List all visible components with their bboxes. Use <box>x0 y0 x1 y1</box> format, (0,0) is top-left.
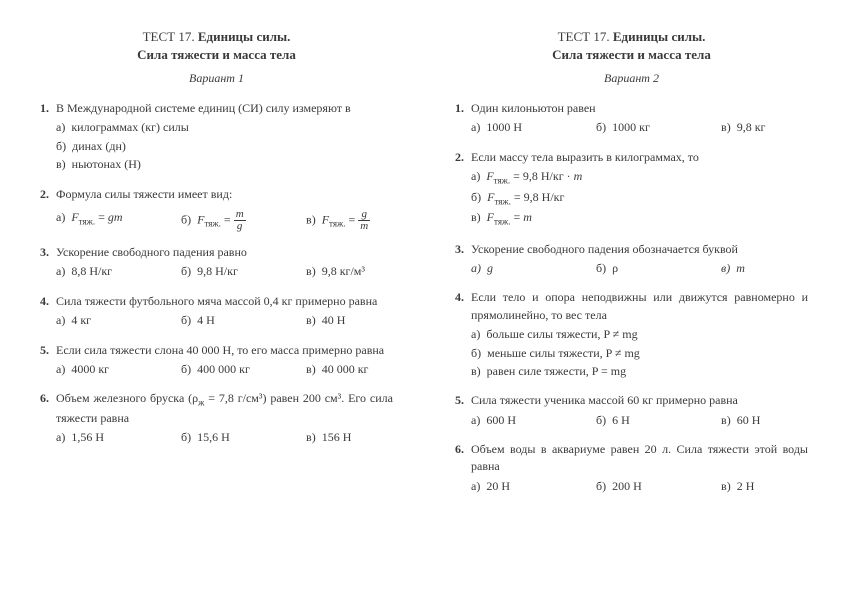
answers: а) 20 Н б) 200 Н в) 2 Н <box>455 478 808 495</box>
answers: а) килограммах (кг) силы б) динах (дн) в… <box>40 119 393 173</box>
question-5: 5.Если сила тяжести слона 40 000 Н, то е… <box>40 342 393 379</box>
answer-a: а) 4000 кг <box>56 361 181 378</box>
answer-c: в) Fтяж. = gm <box>306 209 393 232</box>
answer-c: в) ньютонах (Н) <box>56 156 393 173</box>
question-1: 1.В Международной системе единиц (СИ) си… <box>40 100 393 174</box>
answer-b: б) 4 Н <box>181 312 306 329</box>
question-1: 1.Один килоньютон равен а) 1000 Н б) 100… <box>455 100 808 137</box>
q-body: В Международной системе единиц (СИ) силу… <box>56 100 393 117</box>
answer-b: б) меньше силы тяжести, P ≠ mg <box>471 345 808 362</box>
answer-a: а) больше силы тяжести, P ≠ mg <box>471 326 808 343</box>
answers: а) Fтяж. = gm б) Fтяж. = mg в) Fтяж. = g… <box>40 209 393 232</box>
answer-b: б) 200 Н <box>596 478 721 495</box>
answer-a: а) 1000 Н <box>471 119 596 136</box>
test-header: ТЕСТ 17. Единицы силы. Сила тяжести и ма… <box>455 28 808 63</box>
answer-b: б) 400 000 кг <box>181 361 306 378</box>
answer-a: а) 600 Н <box>471 412 596 429</box>
answer-c: в) равен силе тяжести, P = mg <box>471 363 808 380</box>
answer-b: б) 6 Н <box>596 412 721 429</box>
answer-a: а) 1,56 Н <box>56 429 181 446</box>
header-prefix: ТЕСТ 17. <box>143 29 198 44</box>
question-6: 6.Объем воды в аквариуме равен 20 л. Сил… <box>455 441 808 495</box>
answer-b: б) динах (дн) <box>56 138 393 155</box>
q-num: 6. <box>40 390 56 427</box>
answers: а) Fтяж. = 9,8 Н/кг · m б) Fтяж. = 9,8 Н… <box>455 168 808 228</box>
answer-b: б) 1000 кг <box>596 119 721 136</box>
variant-label: Вариант 2 <box>455 71 808 86</box>
answer-c: в) 60 Н <box>721 412 808 429</box>
question-6: 6.Объем железного бруска (ρж = 7,8 г/см³… <box>40 390 393 446</box>
answer-b: б) Fтяж. = 9,8 Н/кг <box>471 189 808 208</box>
header-bold: Единицы силы. <box>198 29 291 44</box>
variant-label: Вариант 1 <box>40 71 393 86</box>
q-body: Один килоньютон равен <box>471 100 808 117</box>
answers: а) 1,56 Н б) 15,6 Н в) 156 Н <box>40 429 393 446</box>
q-body: Сила тяжести футбольного мяча массой 0,4… <box>56 293 393 310</box>
q-body: Объем железного бруска (ρж = 7,8 г/см³) … <box>56 390 393 427</box>
q-num: 2. <box>40 186 56 203</box>
question-2: 2.Если массу тела выразить в килограммах… <box>455 149 808 229</box>
answer-c: в) 40 Н <box>306 312 393 329</box>
q-num: 4. <box>40 293 56 310</box>
answer-c: в) 9,8 кг/м³ <box>306 263 393 280</box>
variant-1-column: ТЕСТ 17. Единицы силы. Сила тяжести и ма… <box>0 0 421 595</box>
answer-a: а) 8,8 Н/кг <box>56 263 181 280</box>
q-body: Объем воды в аквариуме равен 20 л. Сила … <box>471 441 808 476</box>
variant-2-column: ТЕСТ 17. Единицы силы. Сила тяжести и ма… <box>421 0 842 595</box>
answers: а) 8,8 Н/кг б) 9,8 Н/кг в) 9,8 кг/м³ <box>40 263 393 280</box>
answers: а) 4000 кг б) 400 000 кг в) 40 000 кг <box>40 361 393 378</box>
q-body: Ускорение свободного падения обозначаетс… <box>471 241 808 258</box>
question-2: 2.Формула силы тяжести имеет вид: а) Fтя… <box>40 186 393 232</box>
answer-c: в) 2 Н <box>721 478 808 495</box>
test-header: ТЕСТ 17. Единицы силы. Сила тяжести и ма… <box>40 28 393 63</box>
header-line2: Сила тяжести и масса тела <box>40 46 393 64</box>
answer-c: в) 40 000 кг <box>306 361 393 378</box>
q-num: 5. <box>40 342 56 359</box>
answer-a: а) Fтяж. = 9,8 Н/кг · m <box>471 168 808 187</box>
answers: а) g б) ρ в) m <box>455 260 808 277</box>
question-4: 4.Сила тяжести футбольного мяча массой 0… <box>40 293 393 330</box>
header-bold: Единицы силы. <box>613 29 706 44</box>
answer-a: а) килограммах (кг) силы <box>56 119 393 136</box>
q-num: 1. <box>455 100 471 117</box>
header-prefix: ТЕСТ 17. <box>558 29 613 44</box>
answer-b: б) Fтяж. = mg <box>181 209 306 232</box>
q-num: 3. <box>40 244 56 261</box>
q-body: Если массу тела выразить в килограммах, … <box>471 149 808 166</box>
answer-a: а) g <box>471 260 596 277</box>
answer-b: б) 9,8 Н/кг <box>181 263 306 280</box>
answers: а) 600 Н б) 6 Н в) 60 Н <box>455 412 808 429</box>
q-num: 4. <box>455 289 471 324</box>
question-5: 5.Сила тяжести ученика массой 60 кг прим… <box>455 392 808 429</box>
answers: а) 1000 Н б) 1000 кг в) 9,8 кг <box>455 119 808 136</box>
question-3: 3.Ускорение свободного падения обозначае… <box>455 241 808 278</box>
answer-c: в) 9,8 кг <box>721 119 808 136</box>
answer-b: б) 15,6 Н <box>181 429 306 446</box>
header-line2: Сила тяжести и масса тела <box>455 46 808 64</box>
answer-c: в) Fтяж. = m <box>471 209 808 228</box>
answer-a: а) 4 кг <box>56 312 181 329</box>
question-3: 3.Ускорение свободного падения равно а) … <box>40 244 393 281</box>
q-body: Сила тяжести ученика массой 60 кг пример… <box>471 392 808 409</box>
q-num: 3. <box>455 241 471 258</box>
q-body: Формула силы тяжести имеет вид: <box>56 186 393 203</box>
answer-c: в) 156 Н <box>306 429 393 446</box>
answer-a: а) 20 Н <box>471 478 596 495</box>
q-body: Если тело и опора неподвижны или движутс… <box>471 289 808 324</box>
q-num: 2. <box>455 149 471 166</box>
q-body: Ускорение свободного падения равно <box>56 244 393 261</box>
q-num: 5. <box>455 392 471 409</box>
answer-a: а) Fтяж. = gm <box>56 209 181 232</box>
question-4: 4.Если тело и опора неподвижны или движу… <box>455 289 808 380</box>
answer-c: в) m <box>721 260 808 277</box>
answers: а) больше силы тяжести, P ≠ mg б) меньше… <box>455 326 808 380</box>
q-num: 6. <box>455 441 471 476</box>
q-body: Если сила тяжести слона 40 000 Н, то его… <box>56 342 393 359</box>
q-num: 1. <box>40 100 56 117</box>
answer-b: б) ρ <box>596 260 721 277</box>
answers: а) 4 кг б) 4 Н в) 40 Н <box>40 312 393 329</box>
